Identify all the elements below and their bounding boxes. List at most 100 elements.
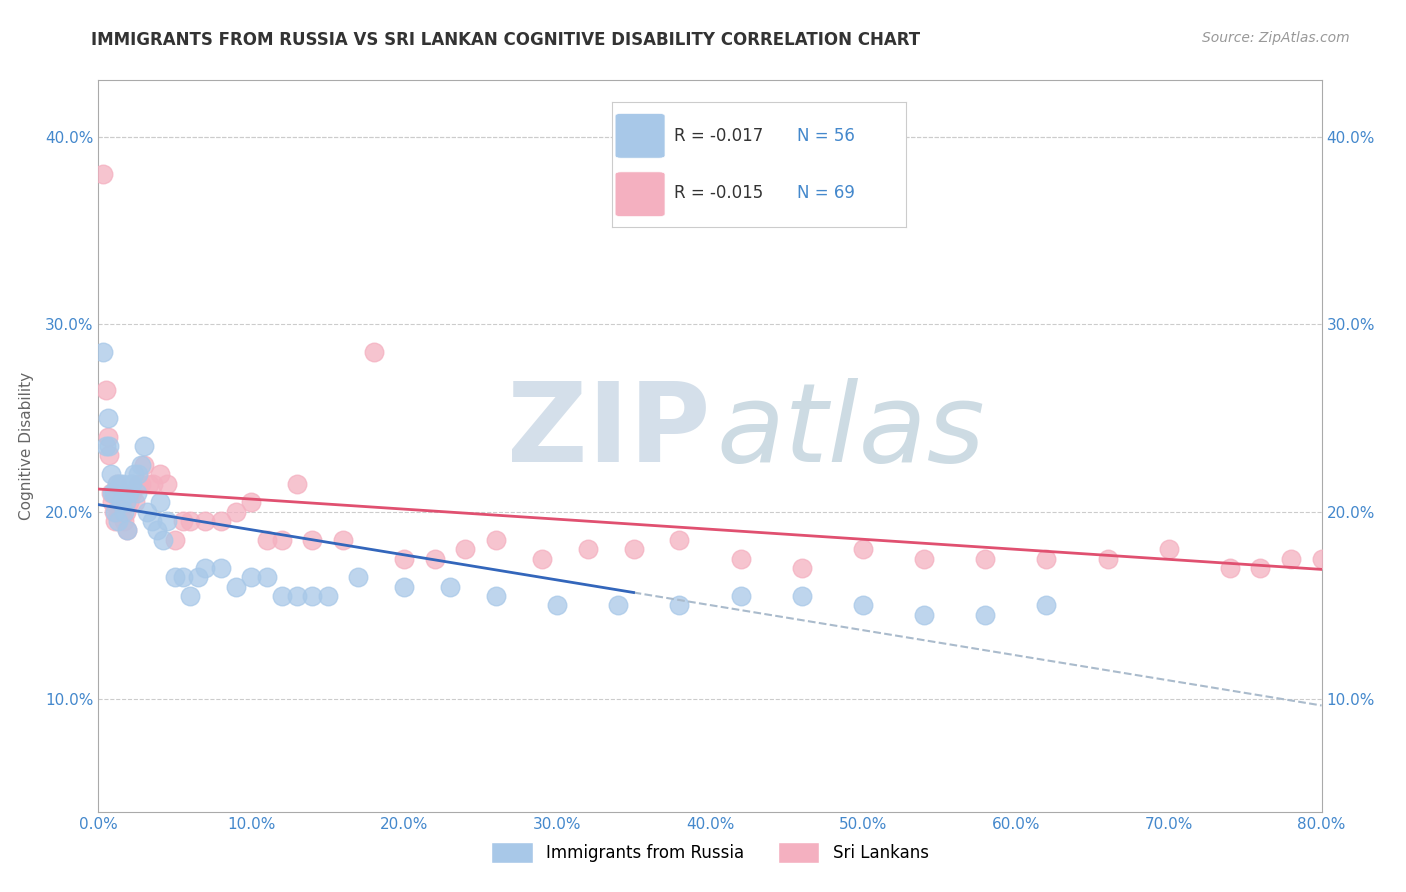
- Point: [110, 495, 132, 509]
- Point: [179, 589, 201, 603]
- Point: [285, 476, 308, 491]
- Point: [912, 607, 935, 622]
- Point: [112, 514, 135, 528]
- Point: [156, 476, 179, 491]
- Point: [974, 607, 997, 622]
- Text: ZIP: ZIP: [506, 378, 710, 485]
- Point: [1279, 551, 1302, 566]
- Point: [194, 561, 217, 575]
- Point: [117, 524, 139, 538]
- Point: [121, 486, 143, 500]
- Point: [852, 542, 875, 557]
- Point: [98, 439, 121, 453]
- Point: [103, 505, 125, 519]
- Point: [485, 589, 508, 603]
- Text: IMMIGRANTS FROM RUSSIA VS SRI LANKAN COGNITIVE DISABILITY CORRELATION CHART: IMMIGRANTS FROM RUSSIA VS SRI LANKAN COG…: [91, 31, 921, 49]
- Point: [974, 551, 997, 566]
- Point: [423, 551, 446, 566]
- Point: [730, 589, 752, 603]
- Point: [1219, 561, 1241, 575]
- Point: [270, 533, 292, 547]
- Point: [101, 486, 124, 500]
- Point: [209, 514, 232, 528]
- Point: [316, 589, 339, 603]
- Point: [301, 533, 323, 547]
- Point: [1249, 561, 1271, 575]
- Point: [163, 533, 186, 547]
- Point: [117, 524, 139, 538]
- Point: [790, 589, 813, 603]
- Point: [118, 486, 141, 500]
- Point: [94, 383, 117, 397]
- Point: [105, 476, 128, 491]
- Point: [607, 599, 630, 613]
- Point: [1035, 599, 1057, 613]
- Point: [156, 514, 179, 528]
- Point: [129, 476, 152, 491]
- Point: [104, 514, 127, 528]
- Point: [1371, 551, 1393, 566]
- Point: [172, 514, 194, 528]
- Point: [546, 599, 568, 613]
- Point: [104, 505, 127, 519]
- Text: Source: ZipAtlas.com: Source: ZipAtlas.com: [1202, 31, 1350, 45]
- Y-axis label: Cognitive Disability: Cognitive Disability: [18, 372, 34, 520]
- Point: [100, 486, 122, 500]
- Point: [120, 476, 142, 491]
- Point: [115, 495, 138, 509]
- Point: [127, 467, 149, 482]
- Point: [332, 533, 354, 547]
- Point: [107, 514, 129, 528]
- Point: [110, 505, 132, 519]
- Point: [97, 429, 120, 443]
- Point: [108, 476, 131, 491]
- Point: [912, 551, 935, 566]
- Point: [111, 486, 134, 500]
- Point: [105, 476, 128, 491]
- Text: atlas: atlas: [716, 378, 984, 485]
- Point: [134, 439, 156, 453]
- Point: [225, 580, 247, 594]
- Point: [1341, 561, 1364, 575]
- Point: [127, 476, 149, 491]
- Point: [1310, 551, 1333, 566]
- Point: [124, 495, 146, 509]
- Point: [91, 167, 114, 181]
- Point: [134, 458, 156, 472]
- Point: [118, 495, 141, 509]
- Point: [142, 476, 165, 491]
- Point: [97, 410, 120, 425]
- Point: [145, 524, 167, 538]
- Point: [790, 561, 813, 575]
- Point: [111, 476, 134, 491]
- Point: [152, 533, 174, 547]
- Point: [240, 495, 263, 509]
- Point: [112, 505, 135, 519]
- Point: [98, 449, 121, 463]
- Point: [179, 514, 201, 528]
- Point: [530, 551, 553, 566]
- Point: [125, 486, 148, 500]
- Point: [136, 505, 159, 519]
- Point: [163, 570, 186, 584]
- Point: [141, 514, 163, 528]
- Point: [285, 589, 308, 603]
- Point: [730, 551, 752, 566]
- Point: [576, 542, 599, 557]
- Point: [91, 345, 114, 359]
- Point: [256, 533, 278, 547]
- Point: [623, 542, 645, 557]
- Point: [138, 476, 160, 491]
- Point: [301, 589, 323, 603]
- Point: [225, 505, 247, 519]
- Point: [115, 505, 138, 519]
- Point: [454, 542, 477, 557]
- Point: [485, 533, 508, 547]
- Point: [347, 570, 370, 584]
- Point: [129, 458, 152, 472]
- Point: [1157, 542, 1180, 557]
- Point: [392, 551, 416, 566]
- Point: [256, 570, 278, 584]
- Point: [668, 599, 690, 613]
- Point: [392, 580, 416, 594]
